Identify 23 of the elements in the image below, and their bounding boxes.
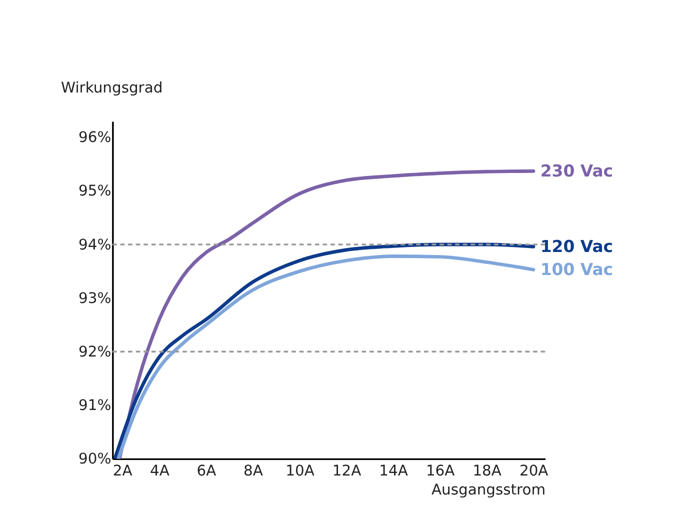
x-tick-label: 4A (150, 462, 170, 480)
y-tick-label: 95% (78, 182, 112, 200)
x-tick-label: 18A (472, 462, 502, 480)
series-label: 230 Vac (540, 161, 614, 180)
x-axis-title: Ausgangsstrom (432, 482, 546, 499)
x-tick-label: 10A (286, 462, 314, 480)
y-axis-title: Wirkungsgrad (61, 79, 163, 96)
line-series (118, 169, 536, 459)
x-tick-label: 8A (244, 462, 263, 480)
series-label: 100 Vac (540, 260, 614, 279)
y-tick-label: 96% (78, 129, 112, 146)
x-tick-label: 12A (332, 462, 362, 480)
x-tick-label: 6A (196, 462, 216, 480)
y-tick-label: 90% (78, 450, 112, 468)
series-label: 120 Vac (540, 236, 614, 256)
y-tick-label: 91% (78, 396, 112, 414)
y-tick-label: 93% (78, 290, 112, 307)
x-tick-label: 2A (112, 462, 132, 480)
x-tick-label: 14A (379, 462, 408, 480)
x-tick-label: 20A (519, 462, 548, 480)
x-tick-label: 16A (426, 462, 455, 480)
y-tick-label: 94% (78, 236, 112, 254)
y-tick-label: 92% (78, 343, 112, 360)
